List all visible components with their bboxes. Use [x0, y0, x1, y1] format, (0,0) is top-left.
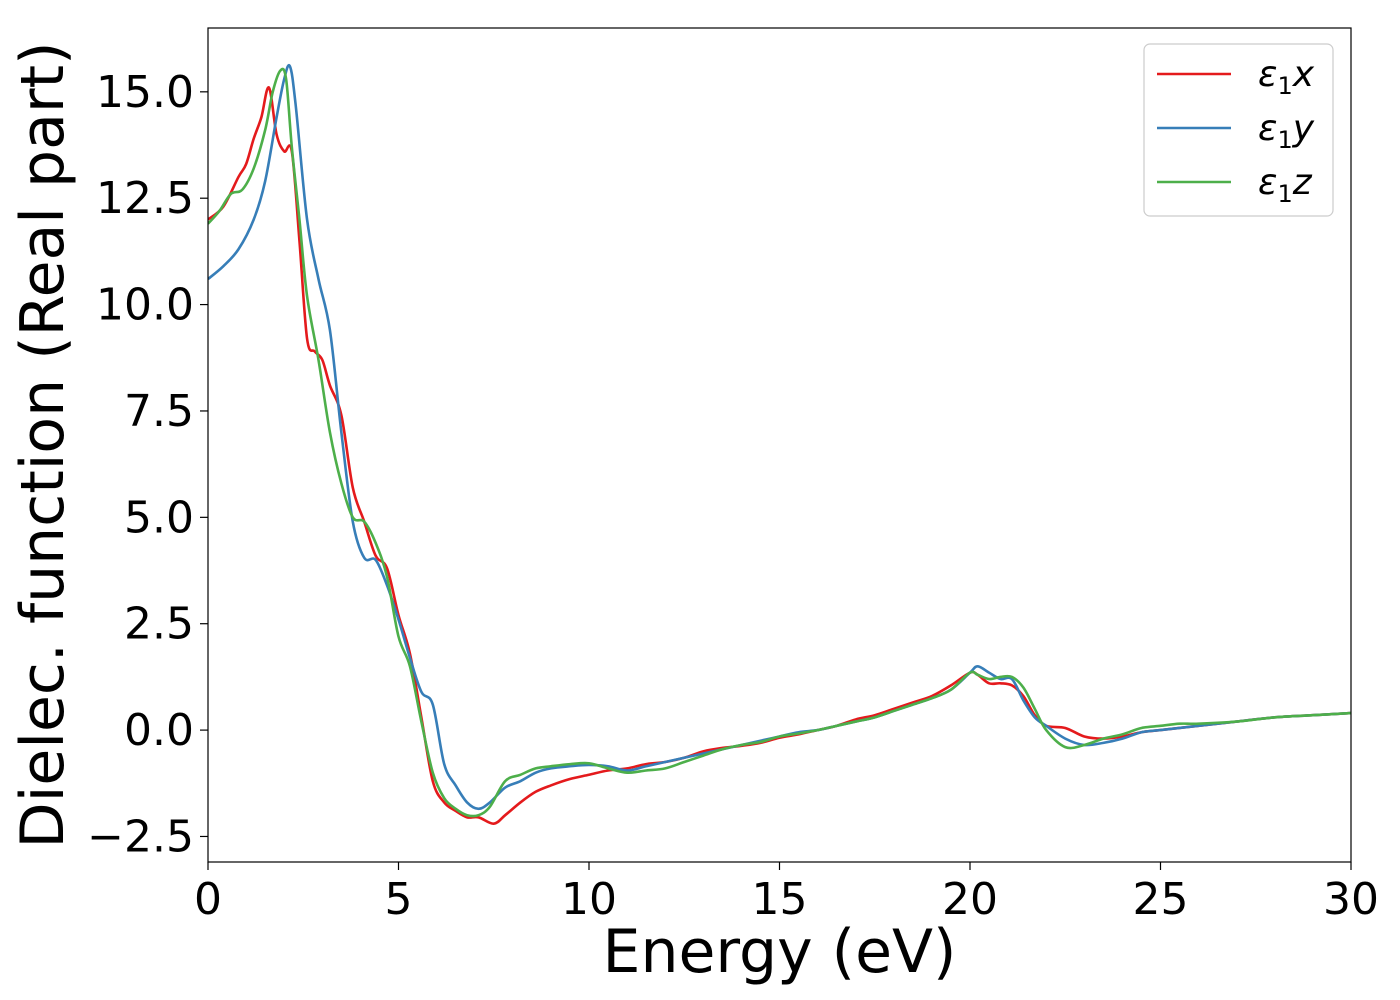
x-tick-label: 20: [942, 874, 998, 925]
series-line-y: [208, 63, 1351, 811]
y-tick-label: 2.5: [124, 599, 194, 650]
legend-label-z: ε1z: [1258, 162, 1313, 208]
y-tick-label: 0.0: [124, 705, 194, 756]
legend-label-x: ε1x: [1258, 54, 1315, 100]
x-axis-label: Energy (eV): [603, 917, 957, 987]
y-tick-label: −2.5: [87, 811, 194, 862]
legend-box: [1143, 43, 1334, 217]
y-tick-label: 7.5: [124, 386, 194, 437]
y-tick-label: 10.0: [96, 280, 194, 331]
x-tick-label: 5: [385, 874, 413, 925]
plot-lines: [208, 63, 1351, 825]
x-tick-label: 0: [194, 874, 222, 925]
y-tick-label: 15.0: [96, 67, 194, 118]
y-axis-ticks: −2.5 0.0 2.5 5.0 7.5 10.0 12.5 15.0: [87, 67, 208, 862]
y-tick-label: 5.0: [124, 492, 194, 543]
x-tick-label: 25: [1133, 874, 1189, 925]
x-axis-ticks: 0 5 10 15 20 25 30: [194, 862, 1379, 925]
x-tick-label: 10: [561, 874, 617, 925]
series-line-z: [208, 67, 1351, 818]
legend-label-y: ε1y: [1258, 108, 1315, 154]
legend: ε1x ε1y ε1z: [1143, 43, 1334, 217]
x-tick-label: 15: [752, 874, 808, 925]
y-tick-label: 12.5: [96, 173, 194, 224]
y-axis-label: Dielec. function (Real part): [8, 42, 78, 849]
x-tick-label: 30: [1323, 874, 1379, 925]
